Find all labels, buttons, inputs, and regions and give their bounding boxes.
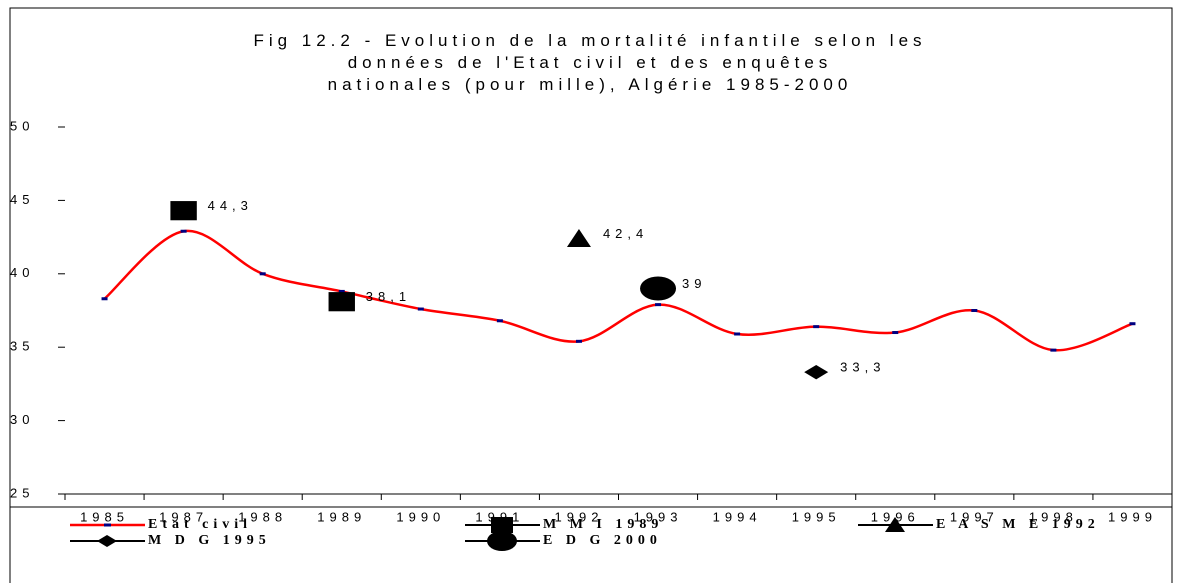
x-tick-label: 1995 [792, 509, 841, 524]
legend-marker [487, 531, 517, 551]
x-tick-label: 1985 [80, 509, 129, 524]
data-label: 44,3 [208, 198, 253, 213]
point-marker [328, 292, 355, 312]
legend-label: M M I 1989 [543, 517, 663, 532]
x-tick-label: 1987 [159, 509, 208, 524]
data-label: 38,1 [366, 289, 411, 304]
x-tick-label: 1999 [1108, 509, 1157, 524]
point-marker [566, 228, 591, 247]
data-label: 33,3 [840, 360, 885, 375]
y-tick-label: 35 [10, 339, 34, 354]
x-tick-label: 1989 [317, 509, 366, 524]
y-tick-label: 45 [10, 192, 34, 207]
x-tick-label: 1997 [950, 509, 999, 524]
x-tick-label: 1992 [555, 509, 604, 524]
legend-label: E D G 2000 [543, 533, 662, 548]
legend-marker [491, 517, 513, 533]
legend-marker [885, 517, 905, 532]
point-marker [170, 201, 197, 221]
data-label: 42,4 [603, 226, 648, 241]
legend-label: Etat civil [148, 517, 252, 532]
y-tick-label: 30 [10, 412, 34, 427]
x-tick-label: 1994 [713, 509, 762, 524]
y-tick-label: 50 [10, 118, 34, 133]
legend-label: E A S M E 1992 [936, 517, 1100, 532]
chart-title: Fig 12.2 - Evolution de la mortalité inf… [253, 31, 927, 94]
data-label: 39 [682, 276, 706, 291]
chart-frame [9, 7, 1173, 583]
x-tick-label: 1988 [238, 509, 287, 524]
x-tick-label: 1990 [396, 509, 445, 524]
point-marker [804, 364, 829, 380]
point-marker [640, 276, 677, 301]
x-tick-label: 1996 [871, 509, 920, 524]
y-tick-label: 25 [10, 485, 34, 500]
x-tick-label: 1993 [634, 509, 683, 524]
legend-marker [97, 535, 117, 547]
y-tick-label: 40 [10, 265, 34, 280]
x-tick-label: 1998 [1029, 509, 1078, 524]
series-line [103, 229, 1133, 352]
legend-label: M D G 1995 [148, 533, 271, 548]
